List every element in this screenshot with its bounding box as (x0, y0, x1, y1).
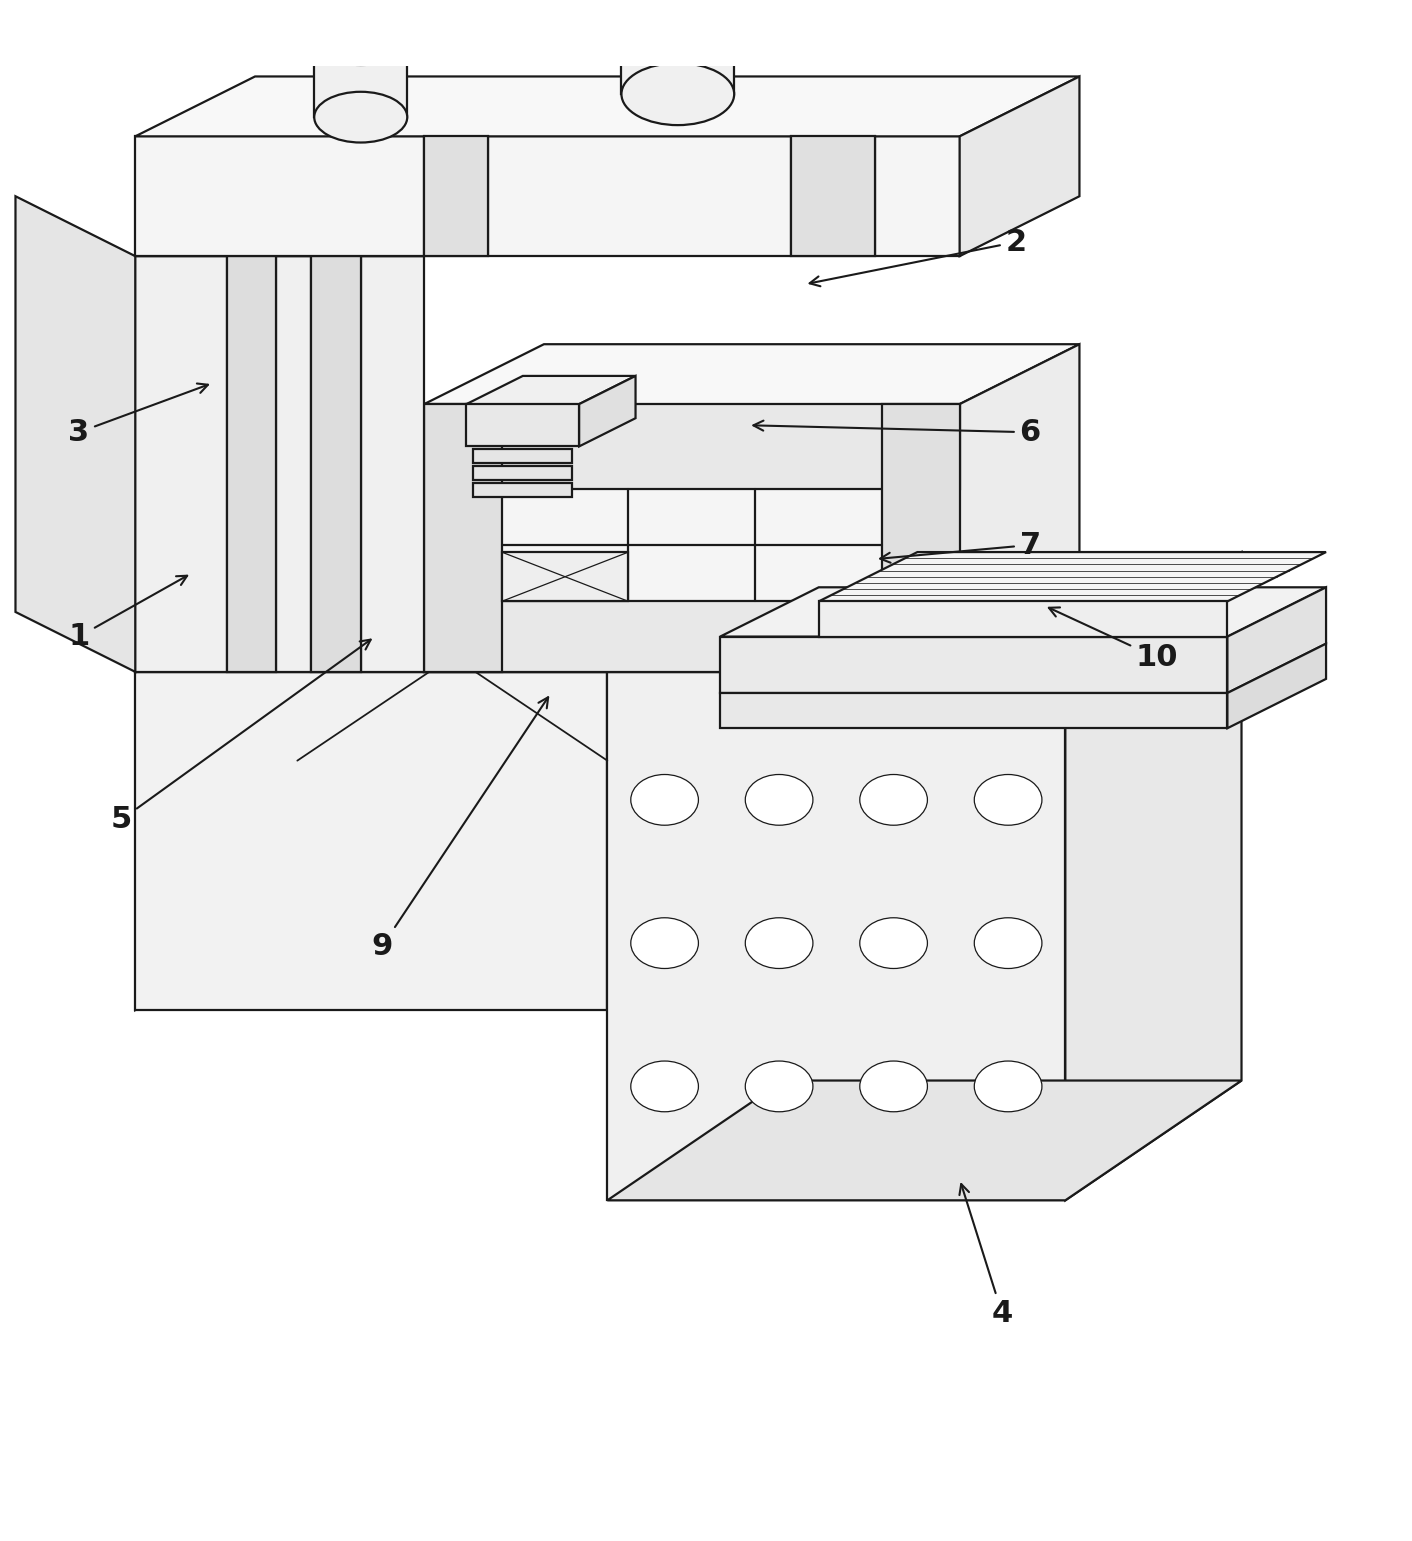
Polygon shape (466, 376, 635, 404)
Polygon shape (136, 552, 784, 672)
Polygon shape (791, 136, 875, 256)
Polygon shape (136, 196, 544, 256)
Polygon shape (227, 256, 277, 672)
Text: 5: 5 (110, 640, 371, 834)
Ellipse shape (325, 20, 397, 60)
Ellipse shape (860, 1062, 928, 1111)
Text: 10: 10 (1049, 607, 1178, 672)
Ellipse shape (974, 775, 1042, 826)
Ellipse shape (746, 775, 813, 826)
Polygon shape (16, 196, 136, 672)
Polygon shape (325, 11, 397, 40)
Polygon shape (424, 404, 960, 488)
Polygon shape (136, 256, 424, 672)
Polygon shape (607, 552, 1241, 672)
Ellipse shape (634, 0, 722, 20)
Polygon shape (960, 77, 1079, 256)
Polygon shape (315, 40, 407, 117)
Polygon shape (473, 465, 572, 481)
Ellipse shape (621, 63, 734, 125)
Polygon shape (424, 136, 487, 256)
Ellipse shape (315, 14, 407, 65)
Text: 2: 2 (809, 228, 1027, 287)
Ellipse shape (325, 0, 397, 31)
Polygon shape (607, 672, 1065, 1200)
Polygon shape (720, 636, 1227, 693)
Polygon shape (136, 77, 1079, 136)
Ellipse shape (631, 1062, 699, 1111)
Ellipse shape (860, 775, 928, 826)
Ellipse shape (631, 918, 699, 968)
Polygon shape (466, 404, 579, 447)
Polygon shape (1065, 552, 1241, 1200)
Polygon shape (501, 552, 628, 601)
Polygon shape (819, 601, 1227, 636)
Polygon shape (579, 376, 635, 447)
Polygon shape (473, 448, 572, 464)
Polygon shape (882, 404, 960, 672)
Polygon shape (621, 0, 734, 94)
Polygon shape (819, 552, 1326, 601)
Polygon shape (1227, 587, 1326, 693)
Ellipse shape (974, 1062, 1042, 1111)
Text: 1: 1 (68, 576, 188, 652)
Ellipse shape (860, 918, 928, 968)
Polygon shape (720, 693, 1227, 729)
Text: 3: 3 (68, 384, 208, 447)
Ellipse shape (746, 918, 813, 968)
Polygon shape (473, 482, 572, 498)
Polygon shape (607, 1080, 1241, 1200)
Polygon shape (424, 344, 1079, 404)
Polygon shape (136, 552, 312, 1009)
Text: 6: 6 (754, 418, 1041, 447)
Polygon shape (720, 587, 1326, 636)
Text: 7: 7 (880, 530, 1041, 562)
Polygon shape (1227, 644, 1326, 729)
Polygon shape (136, 672, 607, 1009)
Polygon shape (424, 404, 501, 672)
Ellipse shape (631, 775, 699, 826)
Polygon shape (424, 404, 960, 672)
Text: 4: 4 (959, 1183, 1012, 1327)
Polygon shape (424, 601, 960, 672)
Text: 9: 9 (371, 697, 548, 962)
Ellipse shape (315, 92, 407, 142)
Polygon shape (312, 256, 360, 672)
Ellipse shape (974, 918, 1042, 968)
Polygon shape (960, 344, 1079, 672)
Polygon shape (136, 136, 960, 256)
Ellipse shape (621, 0, 734, 26)
Ellipse shape (746, 1062, 813, 1111)
